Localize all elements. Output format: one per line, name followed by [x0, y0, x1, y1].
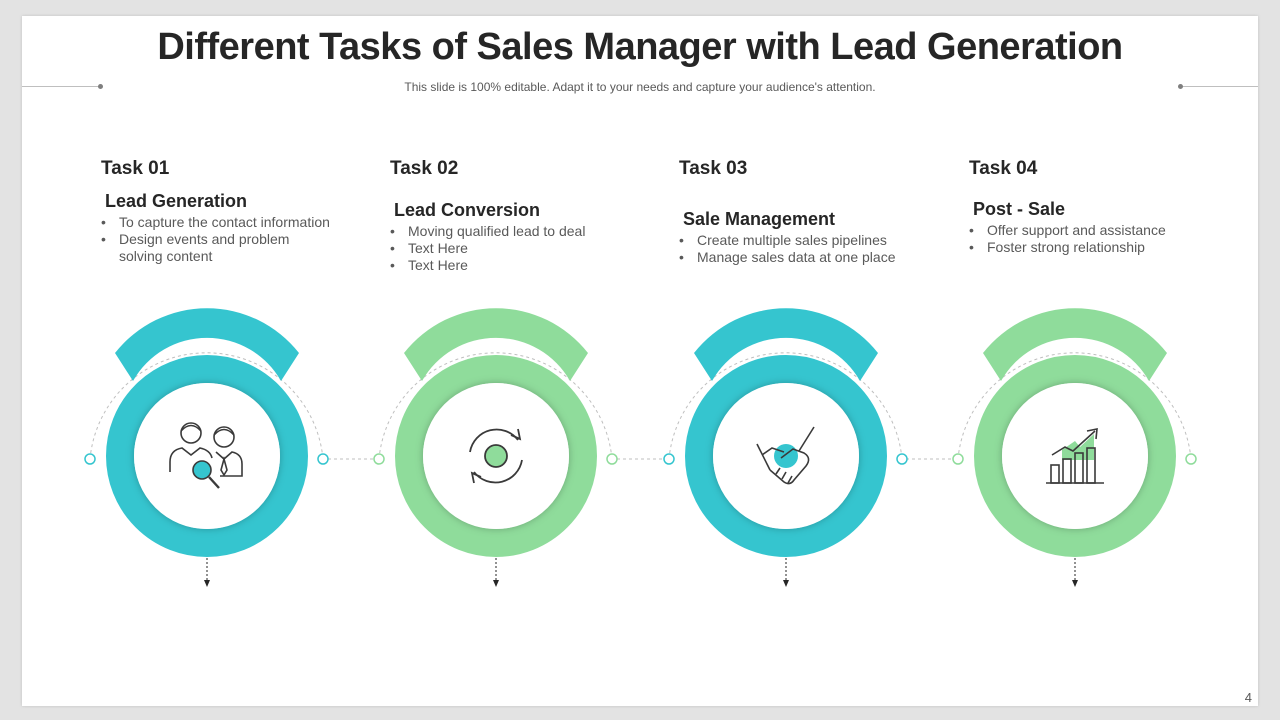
task-4-bullet: Offer support and assistance — [969, 222, 1199, 239]
step-ring — [395, 355, 597, 557]
step-inner-circle — [134, 383, 280, 529]
node-dot — [84, 453, 96, 465]
decor-line-right — [1182, 86, 1258, 87]
task-4-bullet: Foster strong relationship — [969, 239, 1199, 256]
task-4-heading: Post - Sale — [973, 199, 1066, 219]
step-2-node — [373, 308, 618, 587]
top-arc-band — [115, 308, 299, 381]
step-ring — [106, 355, 308, 557]
task-3-heading: Sale Management — [683, 209, 836, 229]
decor-dot-right — [1178, 84, 1183, 89]
task-2-label: Task 02 — [390, 158, 459, 179]
task-1-bullets: To capture the contact information Desig… — [101, 214, 331, 265]
node-dot — [952, 453, 964, 465]
task-2-bullet: Text Here — [390, 240, 620, 257]
step-1-node — [84, 308, 329, 587]
handshake-icon — [756, 426, 815, 485]
node-dot — [606, 453, 618, 465]
node-dot — [317, 453, 329, 465]
task-1-label: Task 01 — [101, 158, 170, 179]
people-search-icon — [169, 422, 243, 489]
step-ring — [685, 355, 887, 557]
page-title: Different Tasks of Sales Manager with Le… — [157, 26, 1123, 68]
task-3-bullets: Create multiple sales pipelines Manage s… — [679, 232, 909, 266]
step-3-node — [663, 308, 908, 587]
task-3-bullet: Manage sales data at one place — [679, 249, 909, 266]
task-2-bullet: Text Here — [390, 257, 620, 274]
node-dot — [896, 453, 908, 465]
step-ring — [974, 355, 1176, 557]
task-4-label: Task 04 — [969, 158, 1038, 179]
task-2-bullets: Moving qualified lead to deal Text Here … — [390, 223, 620, 274]
task-3-label: Task 03 — [679, 158, 748, 179]
task-3: Task 03 Sale Management Create multiple … — [679, 158, 909, 266]
step-4-node — [952, 308, 1197, 587]
top-arc-band — [983, 308, 1167, 381]
task-2-heading: Lead Conversion — [394, 200, 541, 220]
task-2-bullet: Moving qualified lead to deal — [390, 223, 620, 240]
top-arc-band — [404, 308, 588, 381]
decor-line-left — [22, 86, 100, 87]
node-dot — [373, 453, 385, 465]
task-1: Task 01 Lead Generation To capture the c… — [101, 158, 331, 264]
decor-dot-left — [98, 84, 103, 89]
task-1-heading: Lead Generation — [105, 191, 248, 211]
growth-chart-icon — [1046, 428, 1104, 484]
node-dot — [1185, 453, 1197, 465]
page-number: 4 — [1244, 690, 1252, 705]
task-1-bullet: Design events and problem solving conten… — [101, 231, 331, 265]
node-dot — [663, 453, 675, 465]
task-4-bullets: Offer support and assistance Foster stro… — [969, 222, 1199, 256]
task-3-bullet: Create multiple sales pipelines — [679, 232, 909, 249]
page-subtitle: This slide is 100% editable. Adapt it to… — [404, 80, 876, 94]
refresh-cycle-icon — [469, 428, 523, 484]
top-arc-band — [694, 308, 878, 381]
task-4: Task 04 Post - Sale Offer support and as… — [969, 158, 1199, 256]
task-1-bullet: To capture the contact information — [101, 214, 331, 231]
task-2: Task 02 Lead Conversion Moving qualified… — [390, 158, 620, 274]
